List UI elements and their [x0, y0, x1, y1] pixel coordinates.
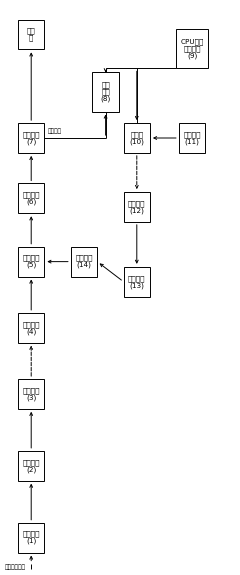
Bar [71, 247, 97, 277]
Bar [124, 123, 150, 153]
Bar [124, 267, 150, 297]
Text: 波形调制
(13): 波形调制 (13) [128, 275, 145, 289]
Bar [18, 313, 44, 343]
Text: 比较器
(10): 比较器 (10) [129, 131, 144, 145]
Bar [124, 192, 150, 222]
Bar [18, 379, 44, 409]
Bar [18, 183, 44, 213]
Text: 软件保护
(14): 软件保护 (14) [75, 255, 93, 269]
Bar [18, 20, 44, 49]
Text: 平衡控流
(7): 平衡控流 (7) [23, 131, 40, 145]
Text: 基准电压
(11): 基准电压 (11) [183, 131, 201, 145]
Text: 交流输入电压: 交流输入电压 [5, 564, 26, 570]
Text: 直流输出: 直流输出 [48, 128, 62, 134]
Text: 载波
调制
(8): 载波 调制 (8) [101, 82, 111, 102]
Bar [18, 523, 44, 553]
Bar [18, 451, 44, 481]
Bar [18, 247, 44, 277]
Text: 误差放大
(12): 误差放大 (12) [128, 200, 145, 214]
Bar [176, 29, 208, 68]
Bar [18, 123, 44, 153]
Bar [92, 72, 119, 112]
Text: 二次整流
(6): 二次整流 (6) [23, 191, 40, 205]
Bar [179, 123, 205, 153]
Text: 电子开关
(4): 电子开关 (4) [23, 321, 40, 335]
Text: CPU时间
设定亮光
(9): CPU时间 设定亮光 (9) [180, 39, 204, 59]
Text: 负载
灯: 负载 灯 [27, 28, 36, 41]
Text: 一次整流
(2): 一次整流 (2) [23, 459, 40, 473]
Text: 电流采样
(5): 电流采样 (5) [23, 255, 40, 269]
Text: 低压整流
(1): 低压整流 (1) [23, 531, 40, 545]
Text: 高频调整
(3): 高频调整 (3) [23, 387, 40, 401]
